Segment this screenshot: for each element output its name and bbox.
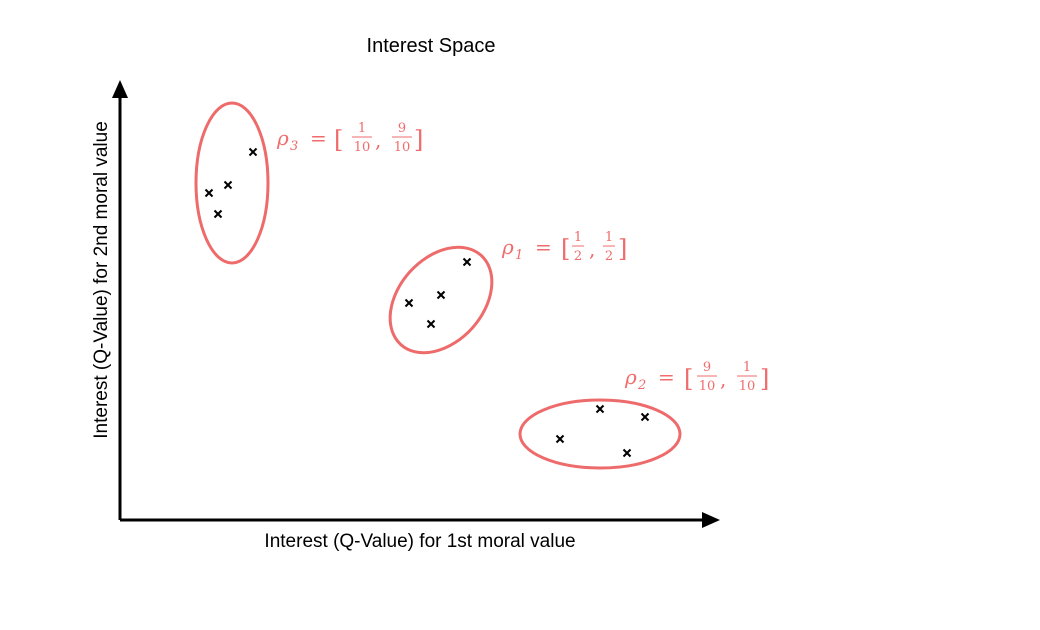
x-axis-arrowhead — [702, 512, 720, 528]
weight2-numerator: 9 — [398, 121, 406, 136]
weight2-numerator: 1 — [743, 360, 751, 375]
diagram-title: Interest Space — [367, 35, 496, 57]
weight1-numerator: 1 — [574, 230, 582, 245]
y-axis-label: Interest (Q-Value) for 2nd moral value — [91, 121, 112, 439]
point-marker — [204, 188, 214, 198]
cluster-rho1-ellipse — [388, 245, 494, 355]
close-bracket: ] — [760, 365, 769, 393]
close-bracket: ] — [618, 235, 627, 263]
weight2-denominator: 2 — [605, 249, 613, 264]
point-marker — [213, 209, 223, 219]
rho-symbol: ρ — [624, 365, 637, 389]
weight1-denominator: 10 — [699, 379, 716, 394]
rho-subscript: 2 — [637, 378, 646, 393]
cluster-rho2-ellipse — [518, 398, 682, 470]
comma: , — [720, 367, 726, 391]
point-marker — [248, 147, 258, 157]
equals-sign: = — [658, 365, 675, 389]
rho-subscript: 3 — [290, 139, 298, 154]
cluster-rho2: ρ 2 = [ 9 10 , 1 10 ] — [518, 360, 769, 470]
point-marker — [555, 434, 565, 444]
rho-subscript: 1 — [515, 248, 523, 263]
cluster-rho3: ρ 3 = [ 1 10 , 9 10 ] — [194, 101, 423, 265]
open-bracket: [ — [334, 126, 343, 154]
point-marker — [622, 448, 632, 458]
point-marker — [426, 319, 436, 329]
comma: , — [375, 128, 381, 152]
point-marker — [595, 404, 605, 414]
point-marker — [640, 412, 650, 422]
point-marker — [436, 290, 446, 300]
open-bracket: [ — [684, 365, 693, 393]
y-axis-arrowhead — [112, 80, 128, 98]
weight2-numerator: 1 — [605, 230, 613, 245]
point-marker — [223, 180, 233, 190]
cluster-rho1: ρ 1 = [ 1 2 , 1 2 ] — [388, 230, 627, 355]
weight1-denominator: 10 — [354, 140, 371, 155]
weight1-numerator: 1 — [358, 121, 366, 136]
axes — [112, 80, 720, 528]
weight1-denominator: 2 — [574, 249, 582, 264]
point-marker — [404, 298, 414, 308]
open-bracket: [ — [561, 235, 570, 263]
weight2-denominator: 10 — [739, 379, 756, 394]
cluster-rho2-label: ρ 2 = [ 9 10 , 1 10 ] — [624, 360, 769, 394]
x-axis-label: Interest (Q-Value) for 1st moral value — [264, 531, 575, 552]
rho-symbol: ρ — [276, 126, 289, 150]
point-marker — [462, 257, 472, 267]
cluster-rho1-label: ρ 1 = [ 1 2 , 1 2 ] — [501, 230, 627, 264]
cluster-rho3-ellipse — [194, 101, 270, 265]
comma: , — [589, 237, 595, 261]
weight1-numerator: 9 — [703, 360, 711, 375]
close-bracket: ] — [414, 126, 423, 154]
rho-symbol: ρ — [501, 235, 514, 259]
cluster-rho3-label: ρ 3 = [ 1 10 , 9 10 ] — [276, 121, 423, 155]
weight2-denominator: 10 — [394, 140, 411, 155]
equals-sign: = — [310, 126, 327, 150]
equals-sign: = — [535, 235, 552, 259]
